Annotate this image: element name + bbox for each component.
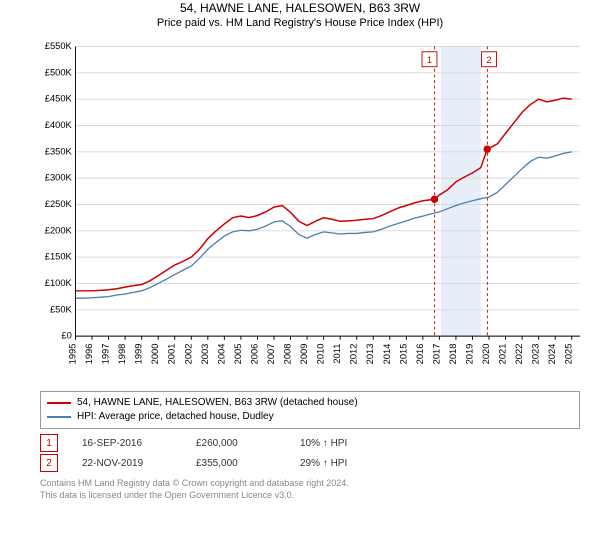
- svg-text:£550K: £550K: [45, 41, 73, 51]
- svg-text:£0: £0: [61, 331, 71, 341]
- svg-text:£100K: £100K: [45, 278, 73, 288]
- svg-text:£200K: £200K: [45, 225, 73, 235]
- svg-text:2004: 2004: [216, 344, 226, 365]
- footer-line: Contains HM Land Registry data © Crown c…: [40, 477, 580, 489]
- sales-row: 2 22-NOV-2019 £355,000 29% ↑ HPI: [40, 453, 580, 473]
- svg-text:1996: 1996: [84, 344, 94, 365]
- legend-swatch: [47, 416, 71, 418]
- svg-text:2003: 2003: [200, 344, 210, 365]
- svg-text:2022: 2022: [514, 344, 524, 365]
- svg-text:£50K: £50K: [50, 304, 73, 314]
- svg-text:£350K: £350K: [45, 146, 73, 156]
- svg-text:2012: 2012: [349, 344, 359, 365]
- svg-text:1995: 1995: [68, 344, 78, 365]
- chart-svg: £0 £50K £100K £150K £200K £250K £300K £350K £400…: [40, 35, 580, 385]
- svg-text:2016: 2016: [415, 344, 425, 365]
- sale-price: £355,000: [196, 458, 276, 469]
- svg-text:1997: 1997: [101, 344, 111, 365]
- sale-marker-label: 1: [46, 438, 52, 449]
- svg-text:2002: 2002: [183, 344, 193, 365]
- svg-text:2000: 2000: [150, 344, 160, 365]
- svg-text:1998: 1998: [117, 344, 127, 365]
- svg-text:2011: 2011: [332, 344, 342, 364]
- legend-swatch: [47, 402, 71, 404]
- legend-label: 54, HAWNE LANE, HALESOWEN, B63 3RW (deta…: [77, 396, 358, 410]
- svg-text:£400K: £400K: [45, 120, 73, 130]
- svg-text:2008: 2008: [283, 344, 293, 365]
- legend-item: HPI: Average price, detached house, Dudl…: [47, 410, 573, 424]
- svg-text:2020: 2020: [481, 344, 491, 365]
- svg-text:£250K: £250K: [45, 199, 73, 209]
- sale-delta: 10% ↑ HPI: [300, 438, 347, 449]
- sale-marker-box: 2: [40, 454, 58, 472]
- sale-price: £260,000: [196, 438, 276, 449]
- svg-text:2014: 2014: [382, 344, 392, 365]
- svg-text:2021: 2021: [498, 344, 508, 365]
- sales-table: 1 16-SEP-2016 £260,000 10% ↑ HPI 2 22-NO…: [40, 433, 580, 473]
- chart-title: 54, HAWNE LANE, HALESOWEN, B63 3RW: [0, 0, 600, 16]
- footer: Contains HM Land Registry data © Crown c…: [40, 477, 580, 501]
- svg-text:2019: 2019: [464, 344, 474, 365]
- sales-row: 1 16-SEP-2016 £260,000 10% ↑ HPI: [40, 433, 580, 453]
- svg-text:2005: 2005: [233, 344, 243, 365]
- svg-text:2010: 2010: [316, 344, 326, 365]
- svg-text:2025: 2025: [564, 344, 574, 365]
- svg-text:£500K: £500K: [45, 67, 73, 77]
- sale-date: 16-SEP-2016: [82, 438, 172, 449]
- svg-text:2018: 2018: [448, 344, 458, 365]
- svg-text:2017: 2017: [431, 344, 441, 365]
- svg-text:2023: 2023: [531, 344, 541, 365]
- svg-text:2001: 2001: [167, 344, 177, 365]
- chart-container: 54, HAWNE LANE, HALESOWEN, B63 3RW Price…: [0, 0, 600, 560]
- svg-text:2024: 2024: [547, 344, 557, 365]
- sale-delta: 29% ↑ HPI: [300, 458, 347, 469]
- sale-date: 22-NOV-2019: [82, 458, 172, 469]
- footer-line: This data is licensed under the Open Gov…: [40, 489, 580, 501]
- chart-subtitle: Price paid vs. HM Land Registry's House …: [0, 16, 600, 31]
- svg-text:2009: 2009: [299, 344, 309, 365]
- sale-marker-box: 1: [40, 434, 58, 452]
- sale-marker-label: 2: [46, 458, 52, 469]
- chart-plot-area: £0 £50K £100K £150K £200K £250K £300K £350K £400…: [40, 35, 580, 385]
- svg-text:£450K: £450K: [45, 94, 73, 104]
- svg-text:2013: 2013: [365, 344, 375, 365]
- svg-text:£300K: £300K: [45, 173, 73, 183]
- svg-text:1999: 1999: [134, 344, 144, 365]
- svg-text:2006: 2006: [249, 344, 259, 365]
- svg-text:1: 1: [427, 55, 432, 65]
- legend: 54, HAWNE LANE, HALESOWEN, B63 3RW (deta…: [40, 391, 580, 429]
- legend-label: HPI: Average price, detached house, Dudl…: [77, 410, 274, 424]
- svg-text:2015: 2015: [398, 344, 408, 365]
- svg-text:2007: 2007: [266, 344, 276, 365]
- legend-item: 54, HAWNE LANE, HALESOWEN, B63 3RW (deta…: [47, 396, 573, 410]
- svg-text:2: 2: [486, 55, 491, 65]
- svg-text:£150K: £150K: [45, 252, 73, 262]
